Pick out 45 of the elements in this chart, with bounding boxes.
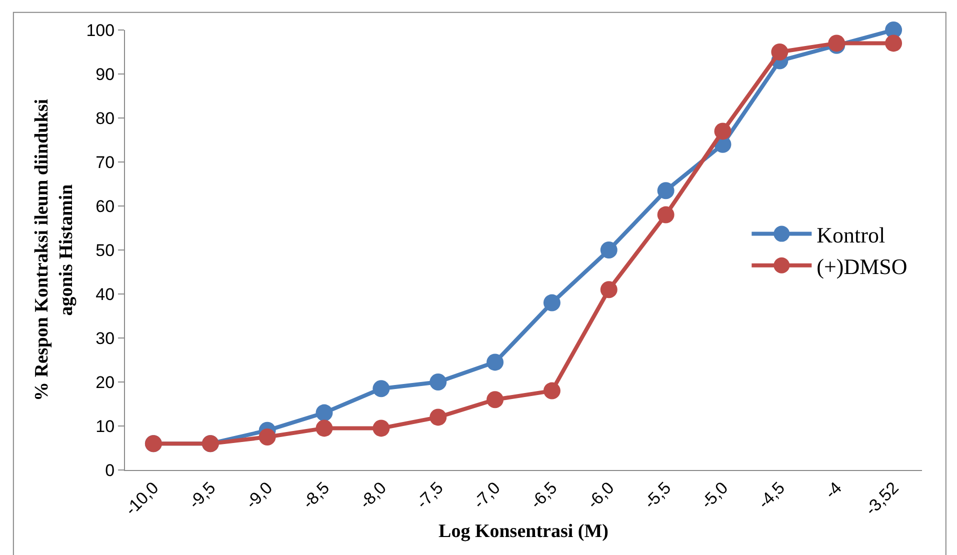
- y-tick-label: 60: [96, 196, 115, 216]
- x-tick-label: -8,5: [298, 478, 334, 512]
- y-tick-label: 30: [96, 328, 115, 348]
- x-tick-label: -5,0: [697, 478, 732, 512]
- y-tick-label: 0: [105, 460, 115, 480]
- x-tick-label: -4: [821, 478, 846, 502]
- x-tick-label: -7,5: [412, 478, 447, 512]
- x-axis-title: Log Konsentrasi (M): [438, 520, 608, 542]
- y-tick-label: 50: [96, 240, 115, 260]
- x-tick-label: -5,5: [640, 478, 675, 512]
- point: [486, 391, 504, 408]
- y-tick-label: 10: [96, 416, 115, 436]
- x-tick-label: -4,5: [754, 478, 789, 512]
- point: [543, 382, 560, 400]
- x-tick-label: -6,0: [584, 478, 618, 512]
- x-tick-label: -8,0: [356, 478, 390, 512]
- point: [714, 122, 732, 140]
- point: [316, 404, 333, 422]
- y-tick-label: 70: [96, 152, 115, 172]
- y-tick-label: 90: [96, 64, 115, 84]
- x-tick-label: -9,5: [185, 478, 220, 512]
- point: [657, 182, 674, 200]
- x-tick-label: -7,0: [470, 478, 504, 512]
- y-tick-label: 80: [96, 108, 115, 128]
- x-tick-label: -6,5: [526, 478, 561, 512]
- y-tick-label: 100: [86, 20, 115, 40]
- point: [258, 428, 276, 446]
- point: [885, 34, 902, 52]
- point: [600, 281, 618, 298]
- legend-label: (+)DMSO: [816, 254, 908, 279]
- point: [771, 44, 788, 60]
- point: [430, 374, 447, 390]
- point: [430, 408, 447, 426]
- point: [600, 242, 618, 258]
- legend-label: Kontrol: [816, 222, 886, 248]
- y-tick-label: 40: [96, 284, 115, 304]
- point: [316, 420, 333, 437]
- point: [372, 380, 390, 398]
- point: [543, 294, 560, 312]
- point: [657, 206, 674, 224]
- y-axis-title: % Respon Kontraksi ileum diinduksi agonis Histamin: [31, 99, 78, 401]
- y-tick-label: 20: [96, 372, 115, 392]
- x-tick-label: -9,0: [242, 478, 276, 512]
- point: [486, 354, 504, 371]
- point: [372, 420, 390, 437]
